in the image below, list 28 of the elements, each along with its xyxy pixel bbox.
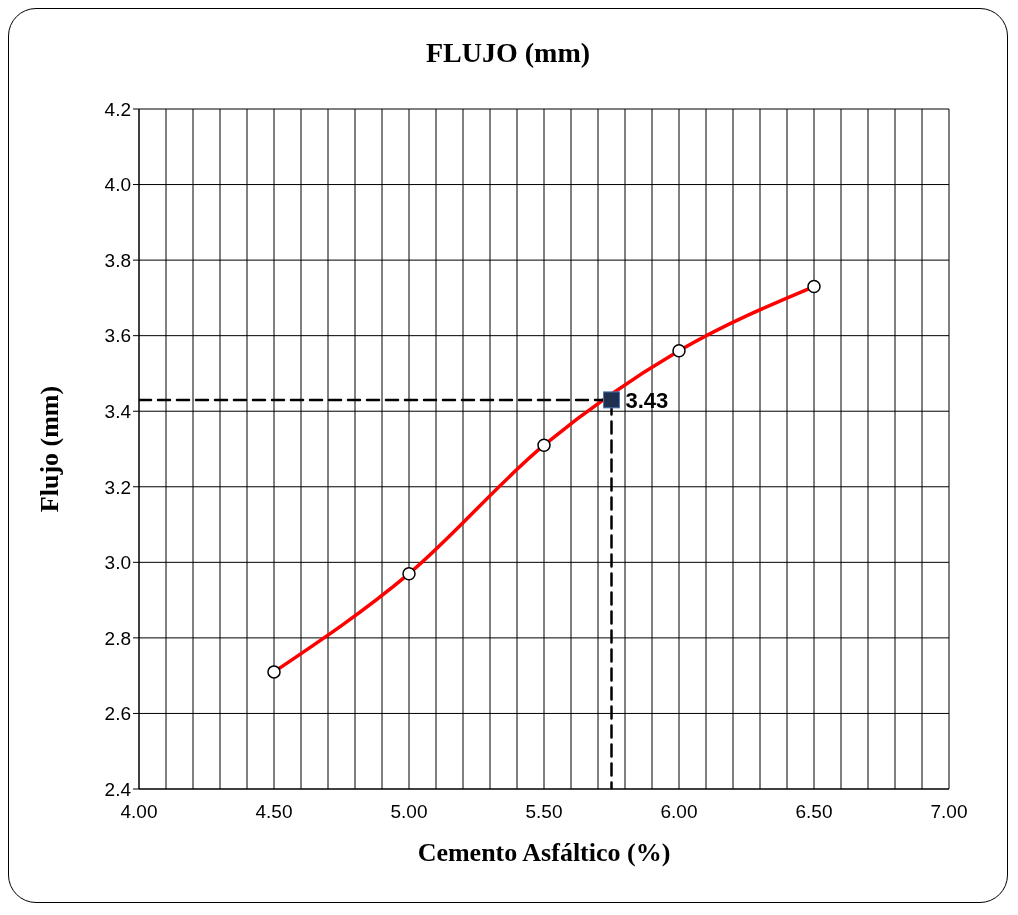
x-tick-label: 6.50 (795, 801, 833, 823)
point (672, 344, 686, 358)
y-tick-label: 3.2 (104, 476, 131, 498)
y-axis-title: Flujo (mm) (35, 385, 65, 513)
y-tick-label: 3.8 (104, 249, 131, 271)
data-label: 3.43 (625, 387, 669, 413)
y-tick-label: 3.4 (104, 400, 132, 422)
point (603, 391, 620, 409)
chart-title: FLUJO (mm) (424, 36, 592, 70)
point (267, 665, 281, 679)
x-tick-label: 4.50 (255, 801, 293, 823)
point (402, 566, 416, 581)
x-tick-label: 5.00 (390, 801, 428, 823)
x-axis-title: Cemento Asfáltico (%) (417, 838, 671, 867)
point (807, 279, 821, 294)
y-tick-label: 2.4 (104, 778, 132, 800)
y-tick-label: 3.0 (104, 552, 131, 574)
point (537, 438, 551, 452)
y-tick-label: 2.6 (104, 703, 131, 725)
chart-frame: FLUJO (mm) 4.00 4.50 5.00 5.50 6.00 6.50 7.00 Cemento Asfáltico (%) 2.4 2.6 2.8 3.0 3.2 3.4 3.6 3.8 4.0 4.2 Flujo (mm) 3.43 (8, 8, 1008, 903)
y-tick-label: 4.2 (104, 98, 131, 120)
y-tick-label: 4.0 (104, 174, 131, 196)
y-tick-label: 3.6 (104, 325, 131, 347)
x-tick-label: 6.00 (660, 801, 698, 823)
y-tick-label: 2.8 (104, 627, 131, 649)
x-tick-label: 7.00 (930, 801, 968, 823)
x-tick-label: 4.00 (120, 801, 158, 823)
x-tick-label: 5.50 (525, 801, 563, 823)
